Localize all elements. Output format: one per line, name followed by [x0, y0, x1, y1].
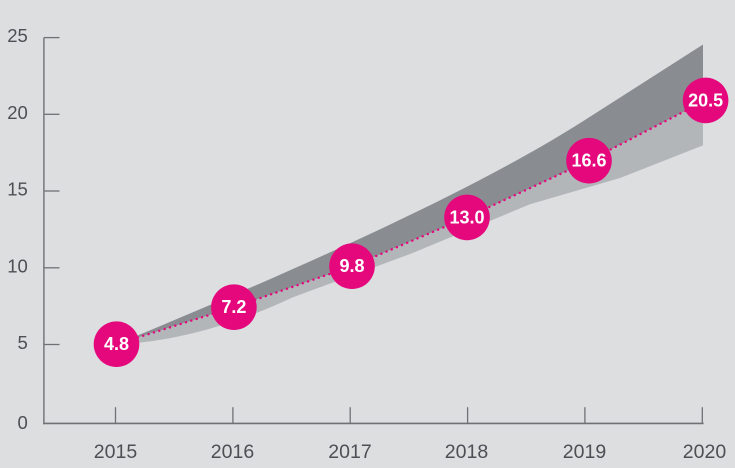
svg-text:13.0: 13.0: [449, 207, 484, 227]
svg-text:5: 5: [18, 332, 28, 353]
svg-text:9.8: 9.8: [339, 256, 364, 276]
svg-text:2017: 2017: [328, 441, 371, 463]
svg-text:15: 15: [7, 179, 28, 200]
svg-text:25: 25: [7, 25, 28, 46]
svg-text:2016: 2016: [211, 441, 254, 463]
svg-text:20: 20: [7, 102, 28, 123]
svg-text:2019: 2019: [563, 441, 606, 463]
svg-text:4.8: 4.8: [104, 334, 129, 354]
svg-text:2020: 2020: [683, 441, 727, 463]
svg-text:0: 0: [18, 412, 28, 433]
svg-text:20.5: 20.5: [688, 90, 723, 110]
svg-text:7.2: 7.2: [221, 297, 246, 317]
svg-text:2015: 2015: [94, 441, 138, 463]
svg-text:2018: 2018: [445, 441, 488, 463]
svg-text:10: 10: [7, 255, 28, 276]
svg-text:16.6: 16.6: [571, 151, 606, 171]
